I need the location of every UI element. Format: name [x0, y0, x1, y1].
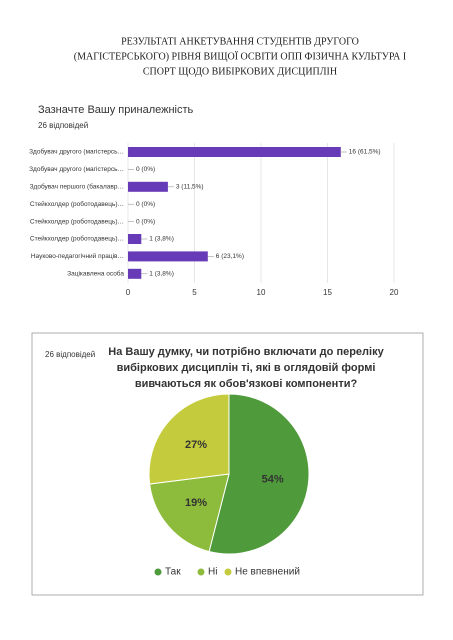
bar: [128, 181, 168, 192]
value-label: 0 (0%): [136, 201, 155, 208]
legend-marker: [154, 568, 162, 576]
x-tick-label: 10: [257, 288, 266, 297]
bar: [128, 234, 142, 244]
legend-label: Не впевнений: [235, 567, 300, 578]
legend-label: Ні: [208, 567, 217, 578]
chart-title: На Вашу думку, чи потрібно включати до п…: [108, 346, 384, 358]
y-tick-label: Здобувач другого (магістерсь…: [29, 148, 124, 156]
x-tick-label: 20: [390, 288, 399, 297]
chart-title: Зазначте Вашу приналежність: [38, 104, 194, 116]
chart-title: вибіркових дисциплін ті, які в оглядовій…: [117, 362, 376, 374]
legend-label: Так: [165, 567, 181, 578]
x-tick-label: 5: [192, 288, 197, 297]
bar: [128, 147, 341, 157]
pie-slice: [208, 393, 310, 555]
value-label: 1 (3,8%): [149, 271, 174, 278]
pie-frame: [31, 332, 424, 596]
value-label: 0 (0%): [136, 218, 155, 225]
doc-title: РЕЗУЛЬТАТІ АНКЕТУВАННЯ СТУДЕНТІВ ДРУГОГО: [121, 36, 359, 47]
value-label: 0 (0%): [136, 166, 155, 173]
value-label: 16 (61,5%): [349, 149, 381, 156]
y-tick-label: Науково-педагогічний праців…: [31, 252, 124, 260]
value-label: 6 (23,1%): [216, 253, 244, 260]
chart-subtitle: 26 відповідей: [45, 350, 95, 359]
chart-subtitle: 26 відповідей: [38, 121, 88, 130]
bar: [128, 268, 142, 279]
value-label: 1 (3,8%): [149, 236, 174, 243]
legend-marker: [224, 568, 232, 576]
value-label: 19%: [185, 497, 207, 509]
bar: [128, 251, 208, 262]
y-tick-label: Стейкхолдер (роботодавець)…: [30, 200, 124, 208]
doc-title: (МАГІСТЕРСЬКОГО) РІВНЯ ВИЩОЇ ОСВІТИ ОПП …: [74, 50, 406, 62]
y-tick-label: Здобувач першого (бакалавр…: [30, 183, 124, 191]
pie-slice: [149, 473, 230, 553]
pie-slice: [148, 393, 230, 485]
y-tick-label: Зацікавлена особа: [67, 270, 124, 278]
x-tick-label: 0: [126, 288, 131, 297]
chart-title: вивчаються як обов'язкові компоненти?: [135, 378, 358, 390]
legend-marker: [197, 568, 205, 576]
doc-title: СПОРТ ЩОДО ВИБІРКОВИХ ДИСЦИПЛІН: [143, 66, 337, 77]
value-label: 54%: [262, 473, 284, 485]
y-tick-label: Стейкхолдер (роботодавець)…: [30, 217, 124, 225]
y-tick-label: Здобувач другого (магістерсь…: [29, 165, 124, 173]
x-tick-label: 15: [323, 288, 332, 297]
y-tick-label: Стейкхолдер (роботодавець)…: [30, 235, 124, 243]
value-label: 3 (11,5%): [176, 184, 204, 191]
value-label: 27%: [185, 439, 207, 451]
